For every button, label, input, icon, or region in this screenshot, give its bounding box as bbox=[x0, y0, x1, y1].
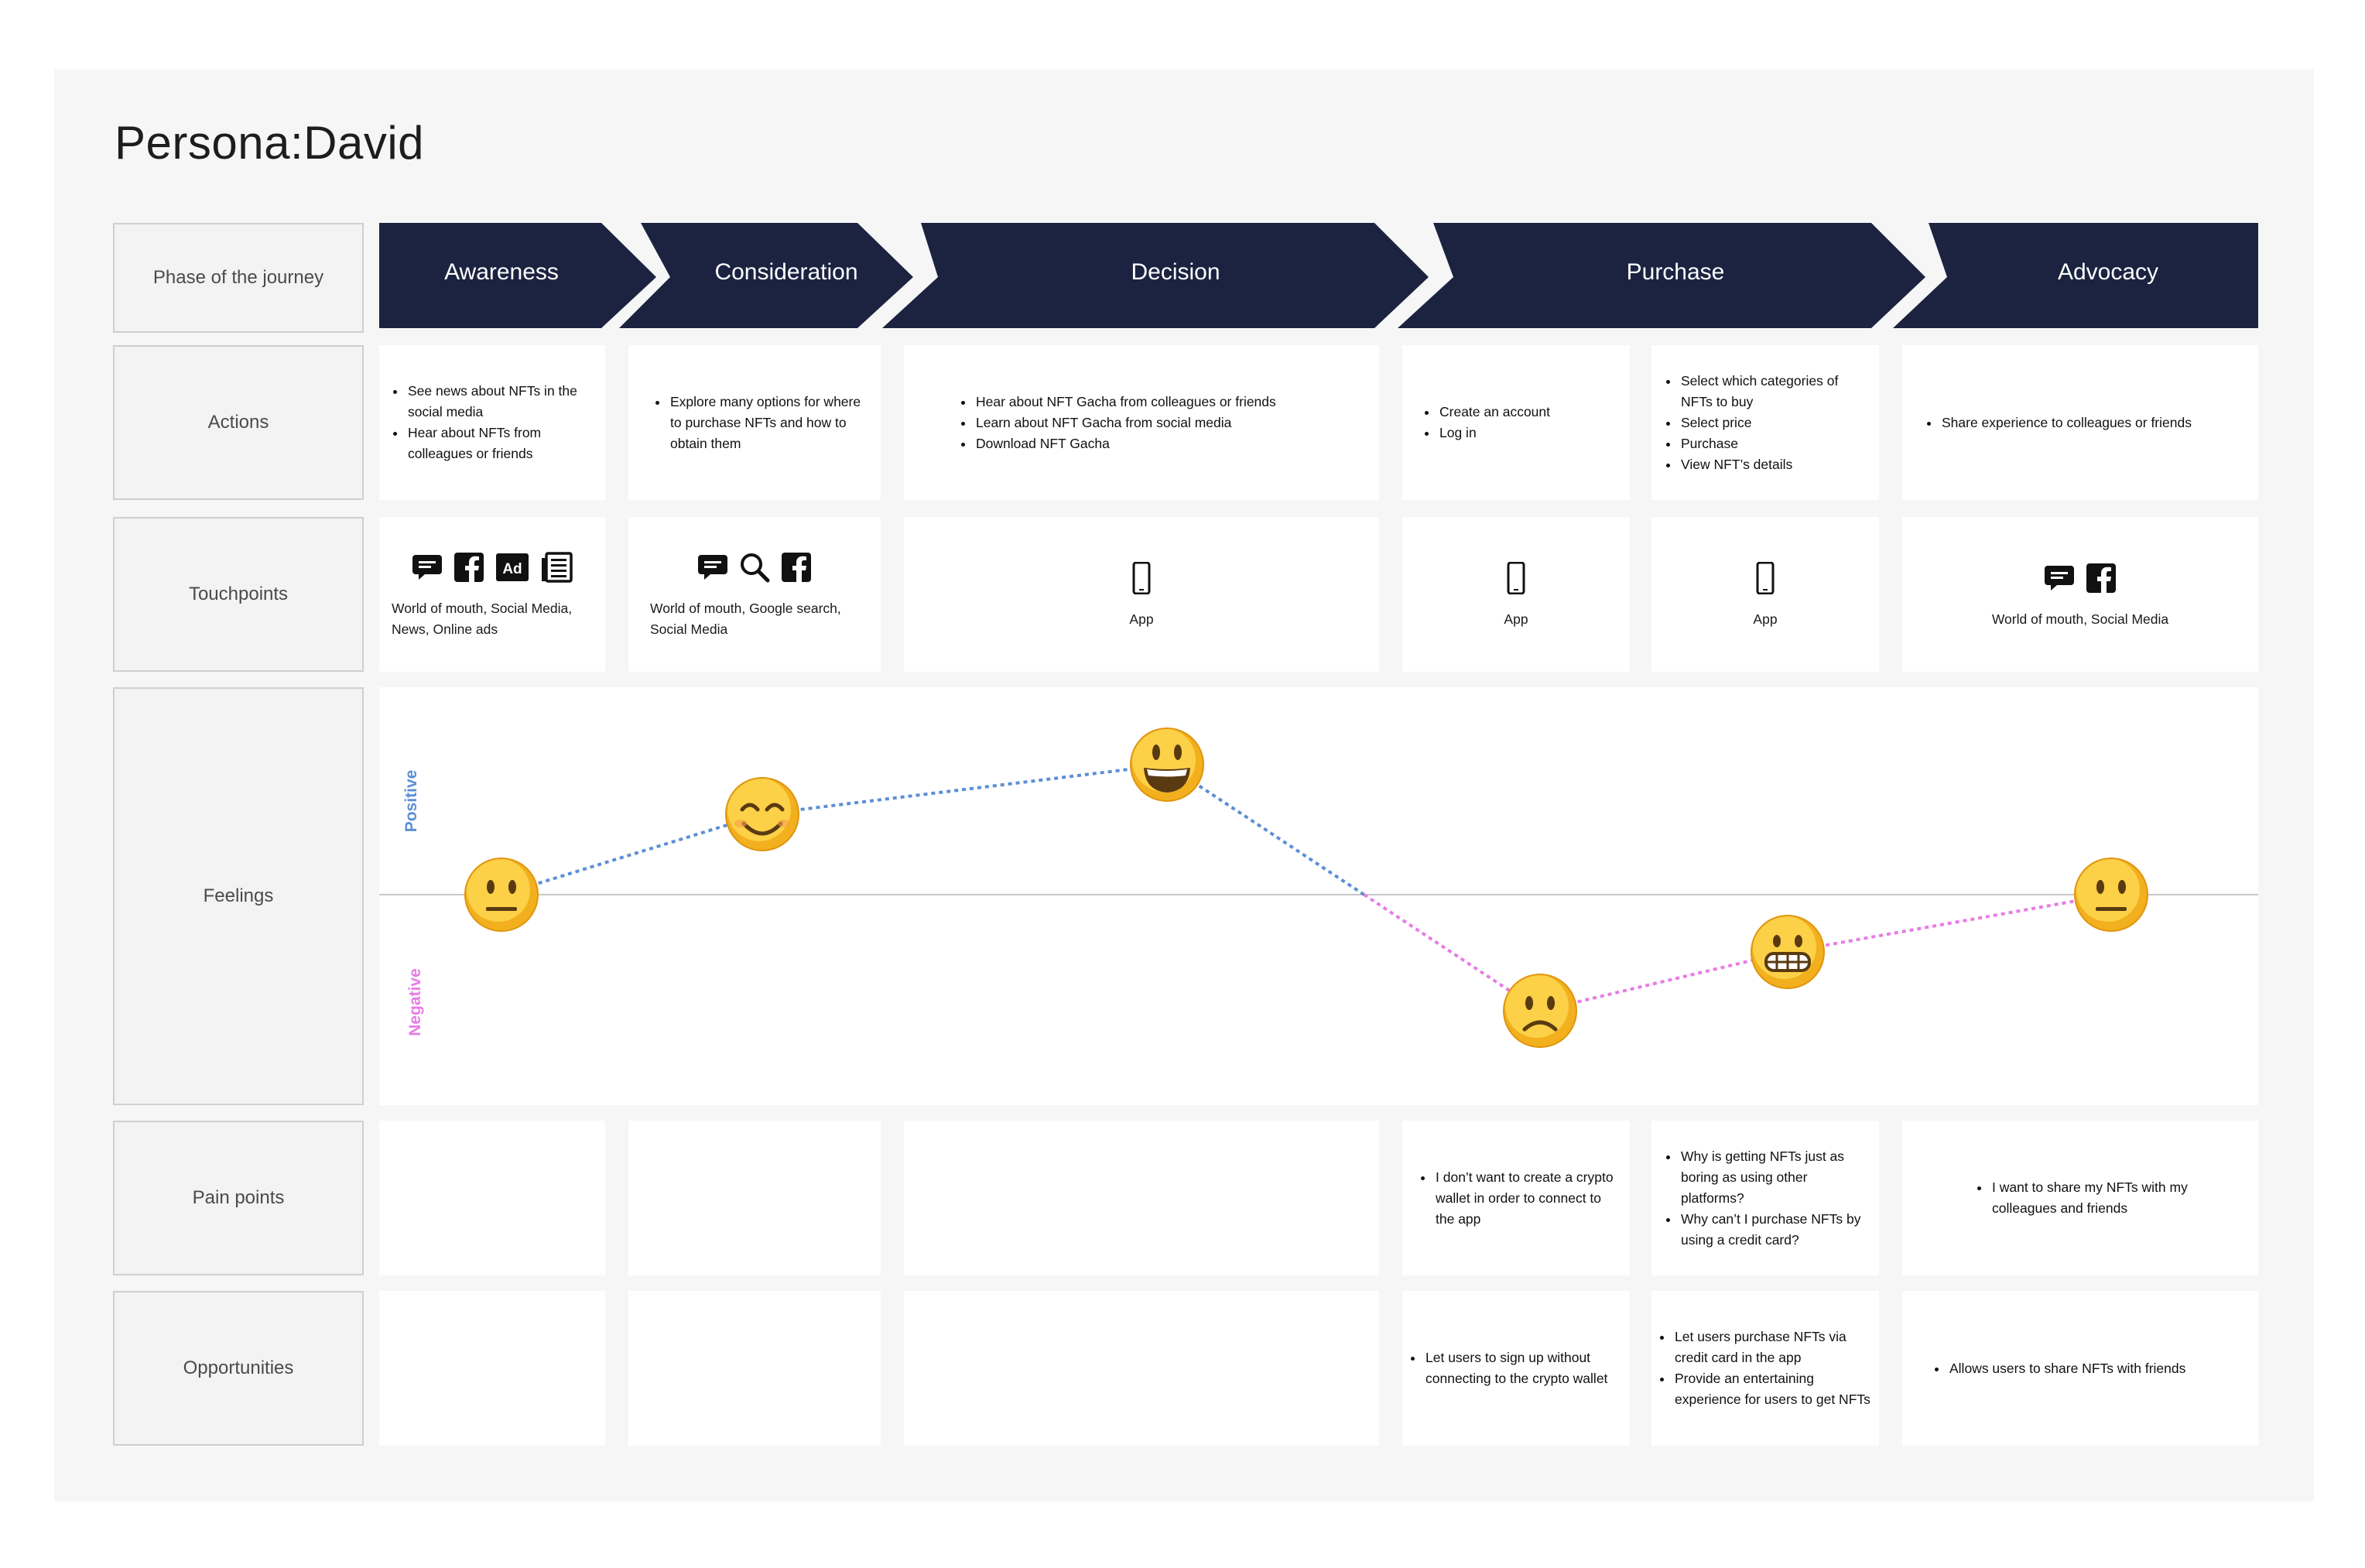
phase-label-awareness: Awareness bbox=[444, 259, 559, 285]
touchpoint-text: World of mouth, Social Media, News, Onli… bbox=[392, 601, 573, 637]
page-title: Persona:David bbox=[115, 117, 425, 169]
list-item: Hear about NFT Gacha from colleagues or … bbox=[974, 392, 1330, 413]
negative-axis-label: Negative bbox=[406, 968, 424, 1036]
svg-text:Ad: Ad bbox=[502, 561, 522, 577]
row-label-pain-points: Pain points bbox=[113, 1121, 364, 1275]
row-label-opportunities: Opportunities bbox=[113, 1291, 364, 1446]
phone-icon bbox=[1132, 561, 1151, 594]
phase-label-advocacy: Advocacy bbox=[2057, 259, 2159, 285]
grimacing-face-icon bbox=[1751, 915, 1825, 989]
list-item: Allows users to share NFTs with friends bbox=[1948, 1358, 2234, 1379]
facebook-icon bbox=[782, 553, 811, 582]
ad-icon: Ad bbox=[496, 553, 529, 581]
pain-card-advocacy: I want to share my NFTs with my colleagu… bbox=[1902, 1121, 2258, 1275]
touchpoint-card-purchase-1: App bbox=[1402, 517, 1630, 672]
list-item: Let users purchase NFTs via credit card … bbox=[1673, 1327, 1879, 1368]
action-card-consideration: Explore many options for where to purcha… bbox=[628, 345, 881, 500]
list-item: I don’t want to create a crypto wallet i… bbox=[1434, 1167, 1620, 1230]
list-item: Why can’t I purchase NFTs by using a cre… bbox=[1679, 1209, 1873, 1251]
pain-card-purchase-1: I don’t want to create a crypto wallet i… bbox=[1402, 1121, 1630, 1275]
phase-label-consideration: Consideration bbox=[714, 259, 858, 285]
positive-axis-label: Positive bbox=[402, 769, 420, 833]
feeling-curve-segment bbox=[762, 763, 1168, 816]
list-item: Why is getting NFTs just as boring as us… bbox=[1679, 1146, 1873, 1209]
opportunity-card-decision bbox=[904, 1291, 1379, 1446]
phase-label-decision: Decision bbox=[1131, 259, 1220, 285]
opportunity-card-purchase-2: Let users purchase NFTs via credit card … bbox=[1651, 1291, 1879, 1446]
phone-icon bbox=[1756, 561, 1775, 594]
pain-card-purchase-2: Why is getting NFTs just as boring as us… bbox=[1651, 1121, 1879, 1275]
touchpoint-card-decision: App bbox=[904, 517, 1379, 672]
list-item: Purchase bbox=[1679, 433, 1873, 454]
list-item: Log in bbox=[1438, 423, 1616, 443]
touchpoint-text: App bbox=[1504, 611, 1528, 627]
list-item: Explore many options for where to purcha… bbox=[669, 392, 862, 454]
list-item: Provide an entertaining experience for u… bbox=[1673, 1368, 1879, 1410]
chat-icon bbox=[412, 555, 442, 580]
pain-card-awareness bbox=[379, 1121, 605, 1275]
opportunity-card-purchase-1: Let users to sign up without connecting … bbox=[1402, 1291, 1630, 1446]
feeling-curve-segment bbox=[501, 813, 763, 896]
phone-icon bbox=[1507, 561, 1525, 594]
list-item: See news about NFTs in the social media bbox=[406, 381, 600, 423]
frowning-face-icon bbox=[1503, 974, 1577, 1048]
phase-label-purchase: Purchase bbox=[1626, 259, 1725, 285]
feeling-curve-segment bbox=[1539, 950, 1788, 1012]
list-item: Select which categories of NFTs to buy bbox=[1679, 371, 1873, 413]
action-card-advocacy: Share experience to colleagues or friend… bbox=[1902, 345, 2258, 500]
row-label-feelings: Feelings bbox=[113, 687, 364, 1105]
neutral-face-icon bbox=[464, 858, 539, 932]
touchpoint-card-awareness: Ad World of mouth, Social Media, News, O… bbox=[379, 517, 605, 672]
opportunity-card-advocacy: Allows users to share NFTs with friends bbox=[1902, 1291, 2258, 1446]
touchpoint-text: World of mouth, Social Media bbox=[1991, 611, 2169, 627]
feeling-curve-segment bbox=[1787, 893, 2112, 953]
touchpoint-text: World of mouth, Google search, Social Me… bbox=[650, 601, 841, 637]
opportunity-card-consideration bbox=[628, 1291, 881, 1446]
list-item: Let users to sign up without connecting … bbox=[1424, 1347, 1630, 1389]
list-item: Select price bbox=[1679, 413, 1873, 433]
feelings-panel bbox=[379, 687, 2258, 1105]
action-card-decision: Hear about NFT Gacha from colleagues or … bbox=[904, 345, 1379, 500]
action-card-awareness: See news about NFTs in the social media … bbox=[379, 345, 605, 500]
pain-card-decision bbox=[904, 1121, 1379, 1275]
list-item: I want to share my NFTs with my colleagu… bbox=[1990, 1177, 2192, 1219]
neutral-face-icon bbox=[2074, 858, 2148, 932]
list-item: Share experience to colleagues or friend… bbox=[1940, 413, 2242, 433]
chat-icon bbox=[698, 555, 727, 580]
row-label-actions: Actions bbox=[113, 345, 364, 500]
touchpoint-text: App bbox=[1753, 611, 1778, 627]
feeling-curve-segment bbox=[1165, 763, 1365, 896]
facebook-icon bbox=[2086, 563, 2116, 593]
touchpoint-card-advocacy: World of mouth, Social Media bbox=[1902, 517, 2258, 672]
list-item: Hear about NFTs from colleagues or frien… bbox=[406, 423, 600, 464]
news-icon bbox=[542, 552, 573, 583]
action-card-purchase-2: Select which categories of NFTs to buy S… bbox=[1651, 345, 1879, 500]
touchpoint-card-purchase-2: App bbox=[1651, 517, 1879, 672]
pain-card-consideration bbox=[628, 1121, 881, 1275]
touchpoint-text: App bbox=[1129, 611, 1154, 627]
grinning-face-icon bbox=[1130, 728, 1204, 802]
action-card-purchase-1: Create an account Log in bbox=[1402, 345, 1630, 500]
chat-icon bbox=[2045, 565, 2074, 591]
row-label-touchpoints: Touchpoints bbox=[113, 517, 364, 672]
list-item: Download NFT Gacha bbox=[974, 433, 1330, 454]
touchpoint-card-consideration: World of mouth, Google search, Social Me… bbox=[628, 517, 881, 672]
opportunity-card-awareness bbox=[379, 1291, 605, 1446]
row-label-phase: Phase of the journey bbox=[113, 223, 364, 333]
list-item: Create an account bbox=[1438, 402, 1616, 423]
list-item: Learn about NFT Gacha from social media bbox=[974, 413, 1330, 433]
search-icon bbox=[741, 553, 770, 583]
facebook-icon bbox=[454, 553, 484, 582]
list-item: View NFT’s details bbox=[1679, 454, 1873, 475]
smiling-face-icon bbox=[725, 777, 799, 851]
